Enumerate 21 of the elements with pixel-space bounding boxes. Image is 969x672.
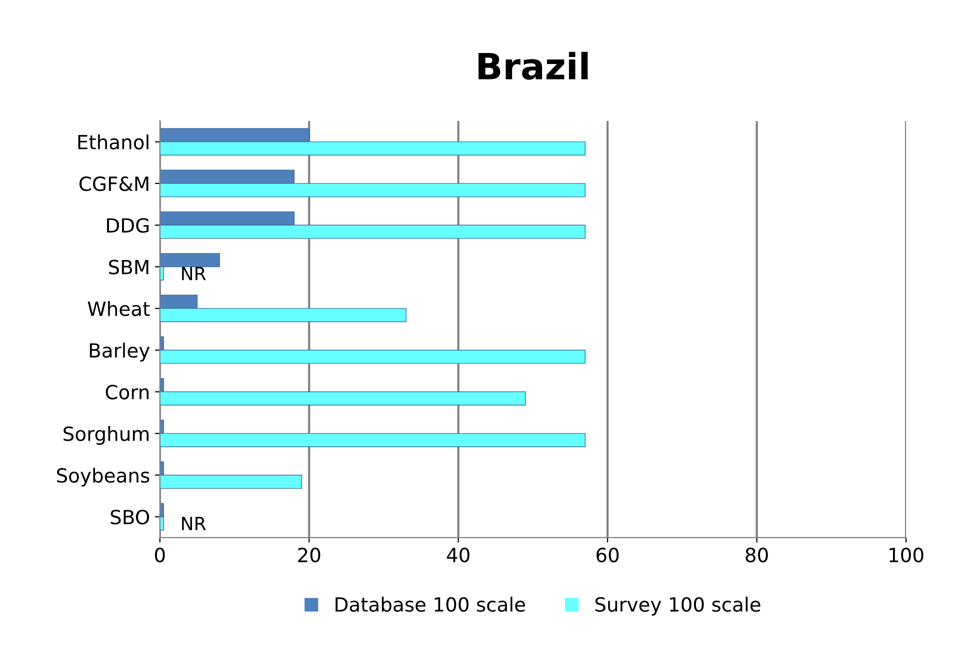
- y-tick-label: SBM: [108, 260, 148, 274]
- y-tick-label: SBO: [110, 510, 150, 524]
- x-tick-label: 20: [298, 548, 320, 562]
- x-tick-label: 60: [596, 548, 619, 562]
- legend-label: Database 100 scale: [336, 596, 526, 612]
- x-tick-label: 80: [746, 548, 768, 562]
- y-tick-label: CGF&M: [79, 176, 148, 192]
- y-tick-label: Wheat: [88, 301, 150, 316]
- legend-label: Survey 100 scale: [595, 596, 760, 616]
- annotation: NR: [182, 516, 206, 530]
- y-tick-label: Sorghum: [64, 426, 149, 445]
- y-tick-label: Barley: [90, 342, 150, 362]
- y-tick-label: Corn: [106, 384, 149, 400]
- y-tick-label: Soybeans: [57, 468, 150, 487]
- y-tick-label: DDG: [107, 218, 149, 233]
- y-tick-label: Ethanol: [78, 134, 148, 150]
- x-tick-label: 0: [154, 548, 165, 562]
- x-tick-label: 100: [890, 548, 924, 562]
- x-tick-label: 40: [446, 548, 470, 562]
- chart-title: Brazil: [478, 52, 588, 80]
- annotation: NR: [182, 266, 206, 280]
